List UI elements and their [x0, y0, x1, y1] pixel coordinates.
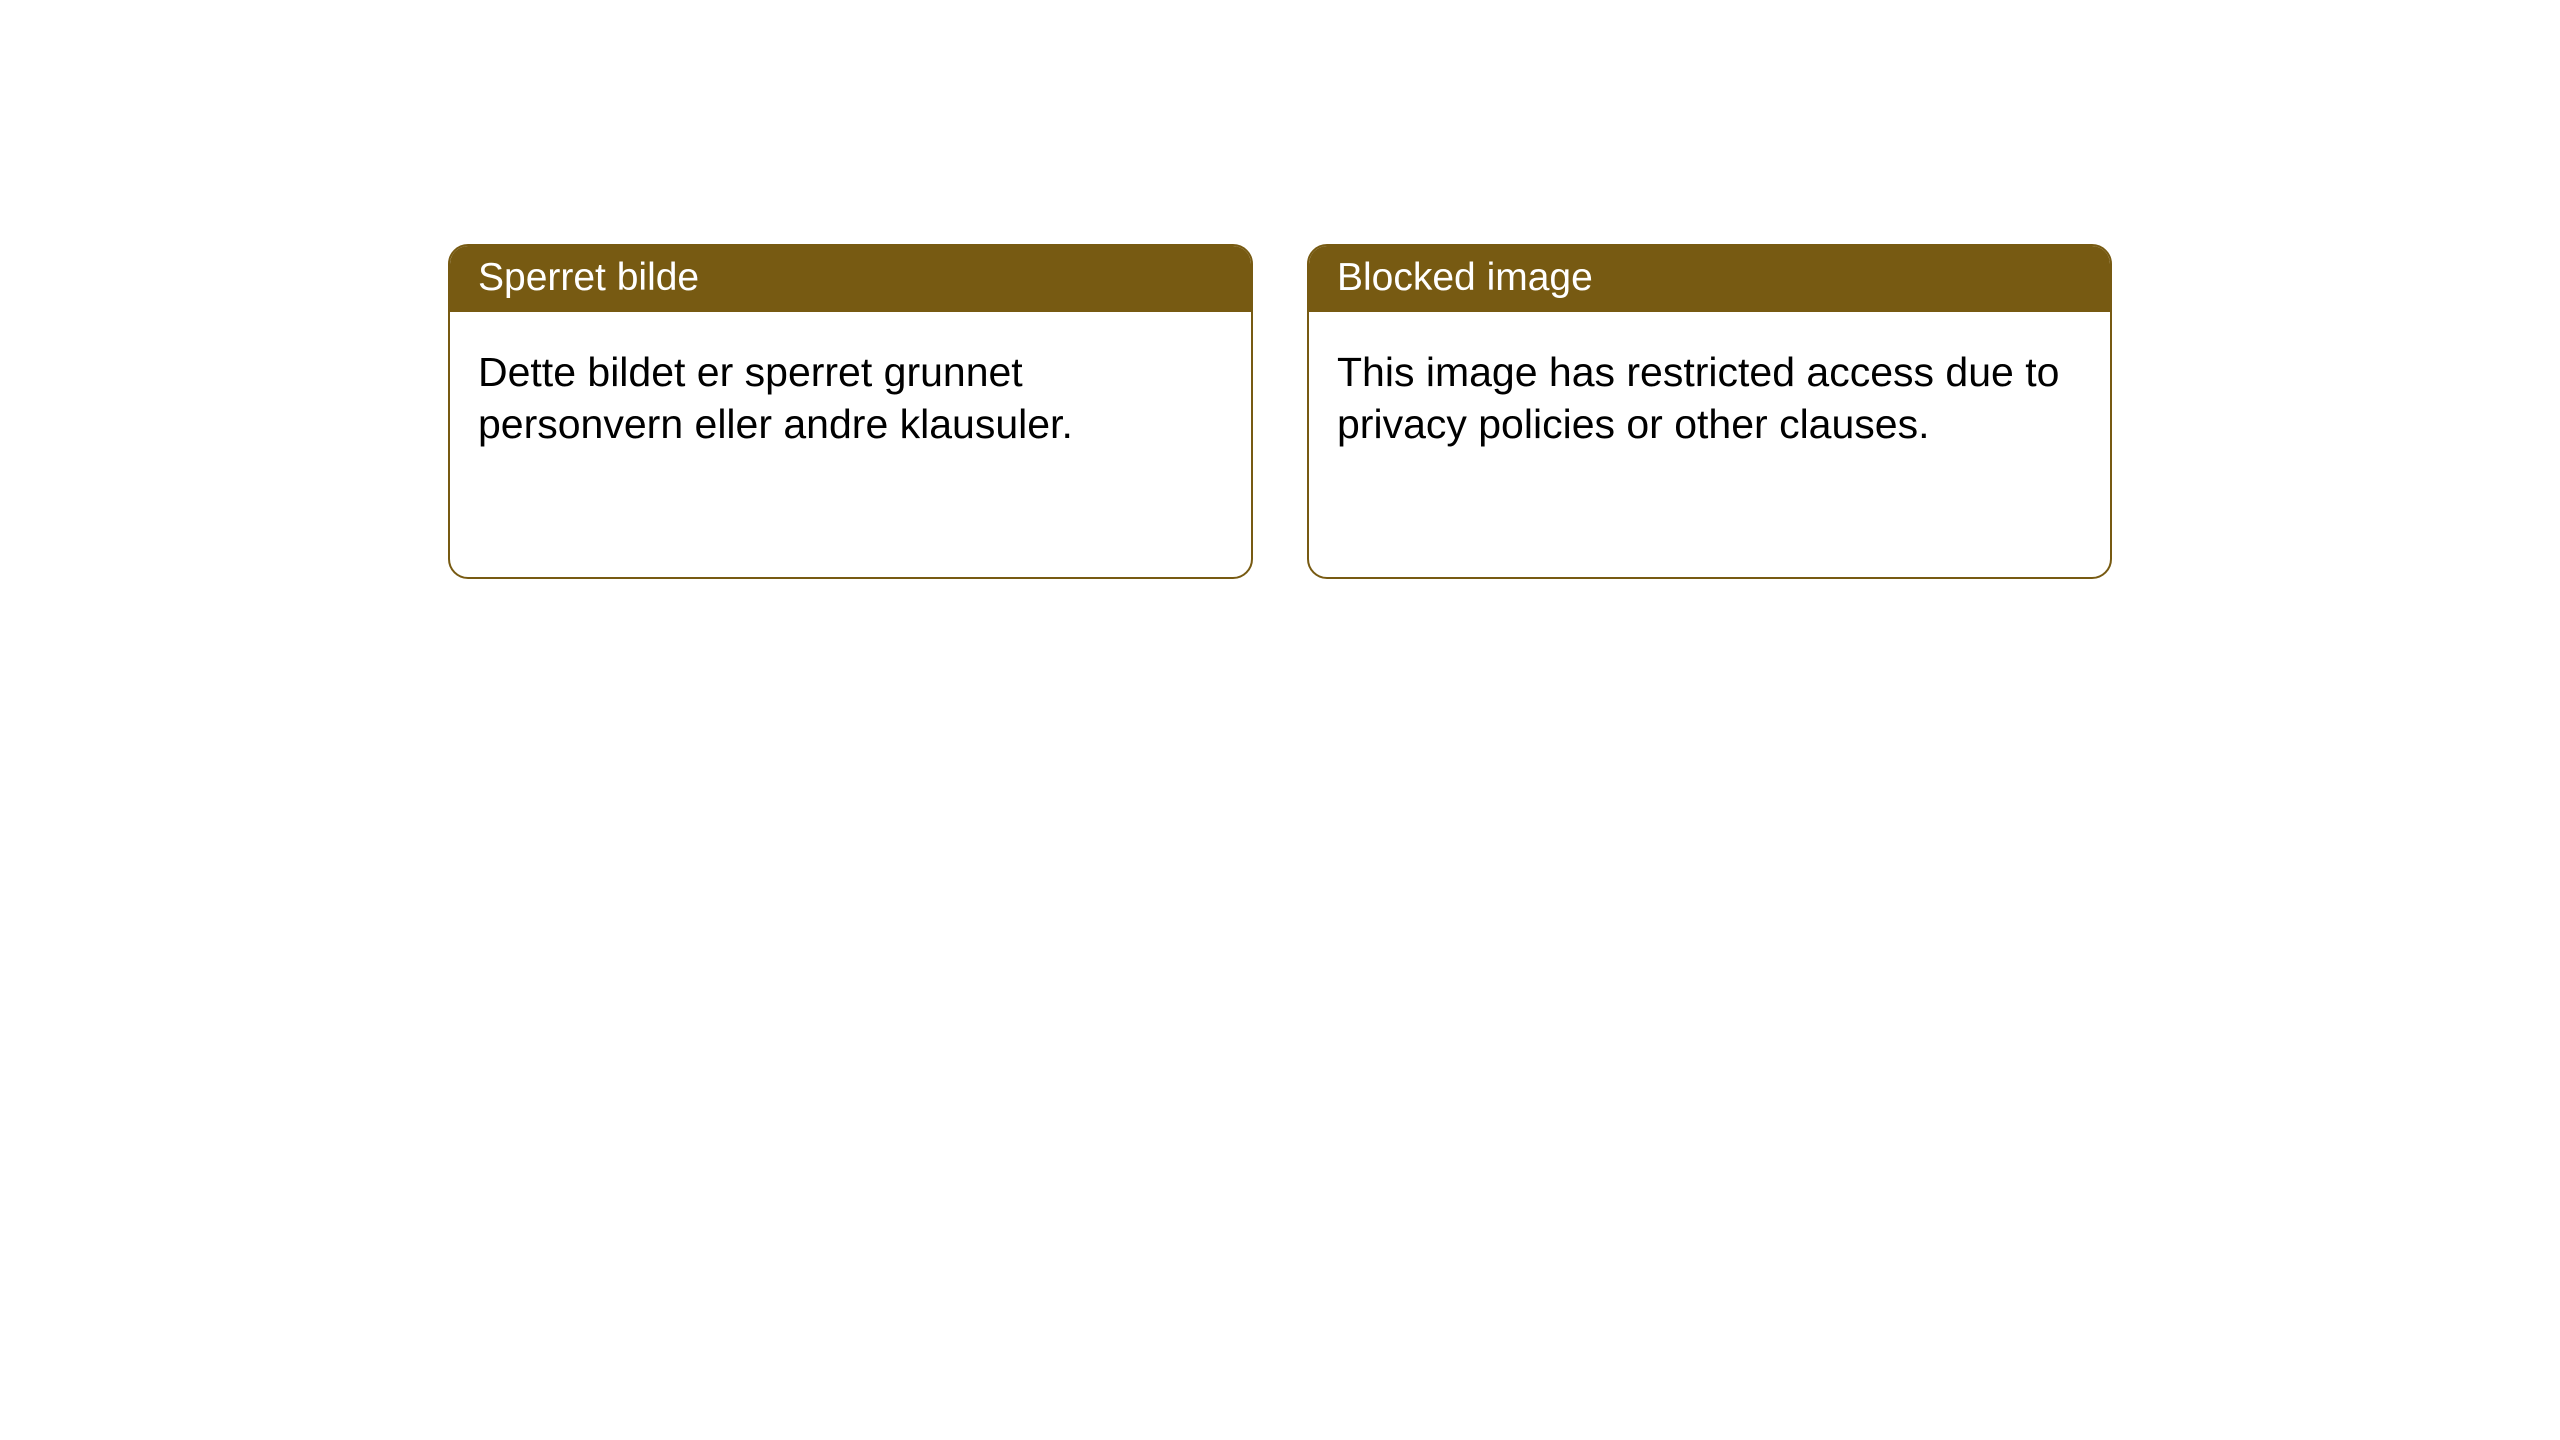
- notice-box-norwegian: Sperret bilde Dette bildet er sperret gr…: [448, 244, 1253, 579]
- notice-header-english: Blocked image: [1309, 246, 2110, 312]
- notice-body-norwegian: Dette bildet er sperret grunnet personve…: [450, 312, 1251, 485]
- notice-body-english: This image has restricted access due to …: [1309, 312, 2110, 485]
- notice-container: Sperret bilde Dette bildet er sperret gr…: [0, 0, 2560, 579]
- notice-box-english: Blocked image This image has restricted …: [1307, 244, 2112, 579]
- notice-header-norwegian: Sperret bilde: [450, 246, 1251, 312]
